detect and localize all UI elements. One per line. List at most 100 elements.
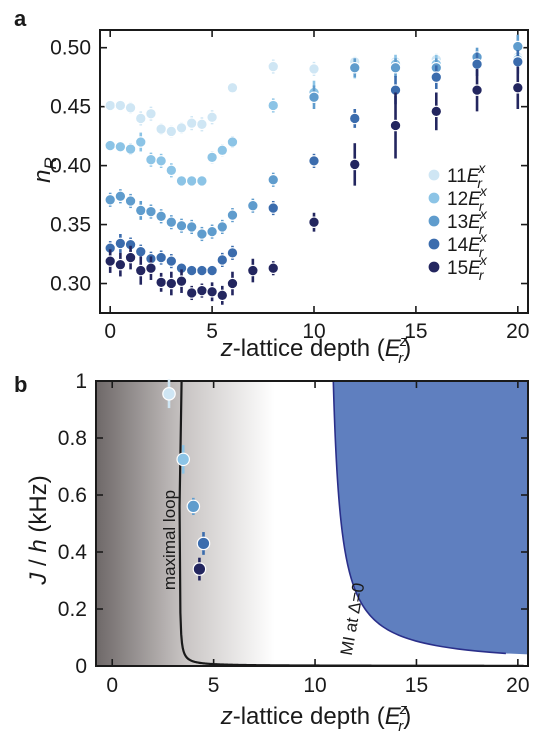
data-point [162,387,176,401]
series-13 [104,34,524,242]
data-point [175,275,188,287]
phase-point [162,379,176,409]
maximal-loop-label: maximal loop [160,490,179,590]
legend-value: 15 [447,258,468,279]
data-point [216,221,229,233]
data-point [175,219,188,232]
legend-value: 13 [447,212,468,233]
x-tick-label: 15 [404,320,427,343]
legend-marker [427,168,441,182]
legend-entry: 13Ex r [447,206,488,237]
legend-sup: x [479,229,488,245]
data-point [196,284,208,297]
phase-point [192,557,207,581]
xlabel-unit-sub: r [398,350,404,367]
data-point [104,194,116,206]
y-tick-label: 0.2 [58,598,87,621]
xlabel-text: -lattice depth ( [233,703,385,730]
y-tick-label: 0.4 [58,541,88,564]
phase-point [196,532,211,555]
xlabel-unit-sup: z [399,701,408,718]
xlabel-close: ) [403,703,411,730]
data-point [216,254,229,266]
x-tick-label: 5 [206,320,218,343]
data-point [196,228,208,240]
ylabel-subscript: R [41,157,60,169]
panel-a: a 0 5 10 15 200.300.350.400.450.50 11Ex r12Ex… [14,6,529,367]
data-point [308,216,320,228]
panel-b-regions [96,381,528,666]
legend-value: 11 [447,166,467,187]
data-point [349,112,361,125]
data-point [308,91,320,103]
data-point [165,125,178,138]
y-tick-label: 0.6 [58,484,87,507]
data-point [185,175,198,187]
data-point [176,452,191,467]
legend-value: 14 [447,235,469,256]
legend-sup: x [479,252,488,268]
legend-sub: r [477,175,483,191]
data-point [104,99,116,112]
mi-region [333,381,528,655]
legend-sup: x [477,160,486,176]
panel-b-points [162,379,211,581]
data-point [165,164,178,177]
data-point [165,216,178,228]
legend-sub: r [479,267,485,283]
data-point [206,286,218,298]
data-point [389,61,402,74]
data-point [124,102,137,114]
data-point [104,255,116,267]
data-point [247,264,259,277]
data-point [145,107,157,120]
panel-a-xlabel: z-lattice depth (Ez r) [220,333,412,367]
x-tick-label: 20 [506,320,529,343]
data-point [512,82,524,94]
data-point [165,277,178,290]
data-point [206,264,218,277]
data-point [165,255,178,267]
data-point [308,155,320,167]
data-point [226,277,239,290]
data-point [389,119,402,132]
ylabel-h: h [25,539,52,552]
data-point [196,175,208,187]
data-point [135,204,147,217]
data-point [145,153,157,166]
xlabel-var: z [220,335,233,362]
legend-entry: 12Ex r [447,183,488,214]
y-tick-label: 1 [75,370,87,393]
data-point [135,264,147,277]
data-point [267,262,279,274]
data-point [124,195,137,207]
x-tick-label: 10 [302,320,325,343]
data-point [247,199,259,212]
panel-a-points [104,34,524,305]
panel-b-frame [95,380,529,667]
y-tick-label: 0.8 [58,427,87,450]
data-point [185,221,198,233]
data-point [114,99,127,112]
data-point [155,155,167,167]
phase-point [186,497,201,515]
data-point [124,251,137,264]
legend-entry: 15Ex r [447,252,488,283]
panel-b-xlabel: z-lattice depth (Ez r) [220,701,412,734]
data-point [206,151,218,164]
legend-sup: x [479,206,488,222]
ylabel-slash: / [25,553,52,573]
data-point [216,144,229,157]
xlabel-close: ) [403,335,411,362]
x-tick-label: 5 [208,674,220,697]
data-point [267,60,279,73]
data-point [430,71,443,83]
data-point [206,111,218,124]
x-tick-label: 20 [506,674,529,697]
legend-sub: r [479,221,485,237]
data-point [349,61,361,74]
data-point [192,562,207,576]
legend-symbol: E [467,166,480,187]
data-point [430,105,443,118]
